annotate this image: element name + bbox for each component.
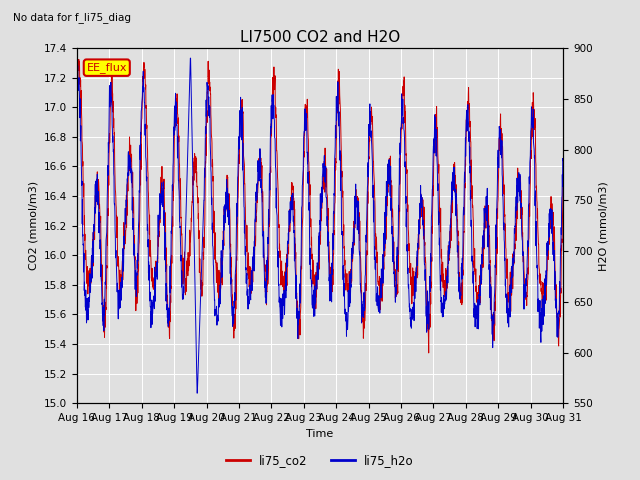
Title: LI7500 CO2 and H2O: LI7500 CO2 and H2O: [240, 30, 400, 46]
Y-axis label: CO2 (mmol/m3): CO2 (mmol/m3): [28, 181, 38, 270]
Y-axis label: H2O (mmol/m3): H2O (mmol/m3): [598, 181, 608, 271]
Text: No data for f_li75_diag: No data for f_li75_diag: [13, 12, 131, 23]
Text: EE_flux: EE_flux: [86, 62, 127, 73]
Legend: li75_co2, li75_h2o: li75_co2, li75_h2o: [221, 449, 419, 472]
X-axis label: Time: Time: [307, 429, 333, 439]
